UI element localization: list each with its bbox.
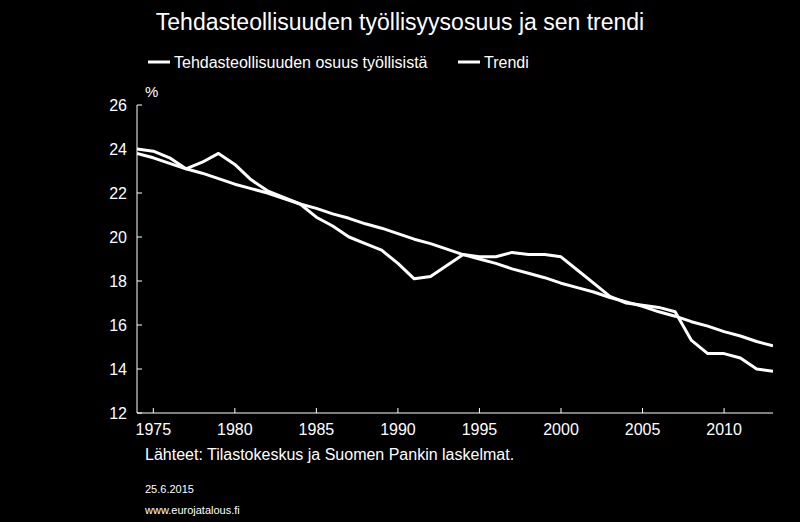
- series-line: [137, 153, 773, 346]
- x-tick-label: 2010: [706, 421, 742, 438]
- y-tick: [137, 413, 142, 414]
- y-tick-label: 20: [109, 229, 127, 246]
- x-tick: [642, 408, 643, 413]
- background: [0, 0, 800, 522]
- legend-item: Tehdasteollisuuden osuus työllisistä: [148, 54, 428, 71]
- y-tick-label: 22: [109, 185, 127, 202]
- legend-swatch: [148, 61, 170, 64]
- y-tick-label: 14: [109, 361, 127, 378]
- x-tick: [724, 408, 725, 413]
- y-tick-label: 18: [109, 273, 127, 290]
- x-tick-label: 1975: [136, 421, 172, 438]
- y-tick: [137, 193, 142, 194]
- y-tick: [137, 281, 142, 282]
- x-tick-label: 1985: [299, 421, 335, 438]
- y-tick-label: 16: [109, 317, 127, 334]
- chart: Tehdasteollisuuden työllisyysosuus ja se…: [0, 0, 800, 522]
- x-tick-label: 2000: [543, 421, 579, 438]
- plot-area: [137, 149, 773, 371]
- y-tick: [137, 325, 142, 326]
- title: Tehdasteollisuuden työllisyysosuus ja se…: [156, 9, 644, 35]
- x-tick: [397, 408, 398, 413]
- x-tick: [561, 408, 562, 413]
- y-axis-label: %: [145, 83, 158, 100]
- x-tick: [316, 408, 317, 413]
- y-tick: [137, 237, 142, 238]
- annotation: www.eurojatalous.fi: [144, 504, 240, 516]
- x-tick-label: 1995: [462, 421, 498, 438]
- series-line: [137, 149, 773, 371]
- x-tick-label: 1990: [380, 421, 416, 438]
- x-tick: [234, 408, 235, 413]
- legend-label: Tehdasteollisuuden osuus työllisistä: [174, 54, 428, 71]
- legend-item: Trendi: [458, 54, 529, 71]
- x-tick-label: 2005: [625, 421, 661, 438]
- annotation: 25.6.2015: [145, 483, 194, 495]
- x-tick: [153, 408, 154, 413]
- legend-label: Trendi: [484, 54, 529, 71]
- y-tick-label: 26: [109, 97, 127, 114]
- y-tick-label: 12: [109, 405, 127, 422]
- legend-swatch: [458, 61, 480, 64]
- x-tick: [479, 408, 480, 413]
- y-tick: [137, 369, 142, 370]
- x-tick-label: 1980: [217, 421, 253, 438]
- y-tick: [137, 105, 142, 106]
- y-axis-line: [137, 105, 138, 413]
- annotation: Lähteet: Tilastokeskus ja Suomen Pankin …: [145, 446, 514, 463]
- y-tick-label: 24: [109, 141, 127, 158]
- x-axis-line: [137, 413, 773, 414]
